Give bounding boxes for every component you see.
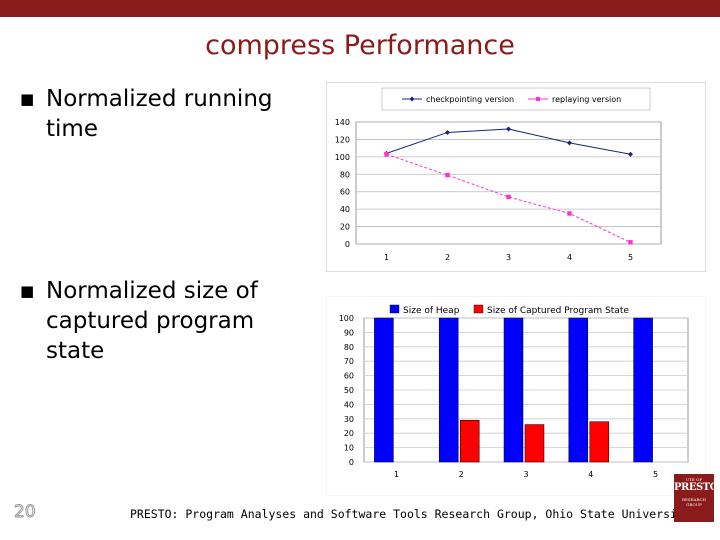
y-tick-label: 50 bbox=[344, 386, 354, 395]
legend-swatch bbox=[473, 304, 484, 314]
bar bbox=[459, 419, 480, 463]
bar bbox=[524, 424, 545, 463]
y-tick-label: 40 bbox=[340, 205, 350, 214]
bullet-text: Normalized size of captured program stat… bbox=[46, 278, 258, 364]
y-tick-label: 80 bbox=[344, 343, 354, 352]
data-point bbox=[445, 172, 450, 178]
running-time-line-chart: 0 20 40 60 80 100 120 140 1 2 3 4 5 checkpointing ver… bbox=[326, 82, 706, 272]
plot-area bbox=[355, 121, 662, 245]
bullet-captured-state: ■ Normalized size of captured program sta… bbox=[20, 276, 316, 366]
data-point bbox=[506, 194, 511, 200]
slide-title: compress Performance bbox=[205, 30, 515, 61]
top-bar bbox=[0, 0, 720, 17]
captured-state-bar-chart: 0 10 20 30 40 50 60 70 80 90 100 1 2 3 4 5 Size of Heap S… bbox=[326, 296, 706, 496]
legend-label: Size of Heap bbox=[403, 306, 460, 316]
legend-label: replaying version bbox=[552, 95, 621, 104]
footer-text: PRESTO: Program Analyses and Software To… bbox=[130, 507, 691, 521]
data-point bbox=[567, 140, 572, 146]
y-tick-label: 0 bbox=[345, 240, 350, 249]
data-point bbox=[567, 211, 572, 216]
bar bbox=[633, 317, 653, 463]
bar bbox=[438, 317, 459, 463]
x-tick-label: 1 bbox=[394, 470, 399, 479]
y-tick-label: 90 bbox=[344, 328, 354, 337]
x-tick-label: 5 bbox=[628, 253, 633, 262]
x-tick-label: 4 bbox=[567, 253, 572, 262]
data-point bbox=[628, 240, 633, 245]
legend-marker bbox=[409, 96, 415, 102]
y-tick-label: 70 bbox=[344, 357, 354, 366]
data-point bbox=[445, 129, 450, 135]
bar bbox=[374, 317, 394, 463]
bullet-square-icon: ■ bbox=[20, 282, 35, 300]
y-tick-label: 80 bbox=[340, 170, 350, 179]
y-tick-label: 40 bbox=[344, 400, 354, 409]
presto-logo: UTE OF PRESTO RESEARCH GROUP bbox=[674, 474, 718, 522]
data-point bbox=[384, 152, 389, 157]
y-tick-label: 60 bbox=[344, 372, 354, 381]
y-tick-label: 30 bbox=[344, 415, 354, 424]
x-tick-label: 5 bbox=[653, 470, 658, 479]
y-tick-label: 10 bbox=[344, 444, 354, 453]
x-tick-label: 3 bbox=[506, 253, 511, 262]
y-tick-label: 100 bbox=[339, 314, 354, 323]
bullet-text: Normalized running time bbox=[46, 86, 273, 142]
bar bbox=[503, 317, 524, 463]
y-tick-label: 0 bbox=[349, 458, 354, 467]
bar bbox=[568, 317, 589, 463]
bullet-square-icon: ■ bbox=[20, 90, 35, 108]
data-point bbox=[628, 151, 633, 157]
x-tick-label: 3 bbox=[523, 470, 528, 479]
x-tick-label: 2 bbox=[459, 470, 464, 479]
legend-label: Size of Captured Program State bbox=[487, 306, 629, 316]
legend-box bbox=[381, 87, 651, 111]
y-tick-label: 100 bbox=[335, 153, 350, 162]
y-tick-label: 60 bbox=[340, 188, 350, 197]
x-tick-label: 1 bbox=[384, 253, 389, 262]
y-tick-label: 140 bbox=[335, 118, 350, 127]
legend-label: checkpointing version bbox=[426, 95, 514, 104]
y-tick-label: 120 bbox=[335, 135, 350, 144]
series-line-2 bbox=[386, 153, 631, 243]
bar bbox=[589, 421, 610, 463]
data-point bbox=[506, 126, 511, 132]
legend-swatch bbox=[389, 304, 400, 314]
y-tick-label: 20 bbox=[340, 223, 350, 232]
x-tick-label: 2 bbox=[445, 253, 450, 262]
legend-marker bbox=[536, 97, 540, 101]
y-tick-label: 20 bbox=[344, 429, 354, 438]
x-tick-label: 4 bbox=[588, 470, 593, 479]
bullet-running-time: ■ Normalized running time bbox=[20, 84, 316, 144]
page-number: 20 bbox=[14, 502, 37, 523]
